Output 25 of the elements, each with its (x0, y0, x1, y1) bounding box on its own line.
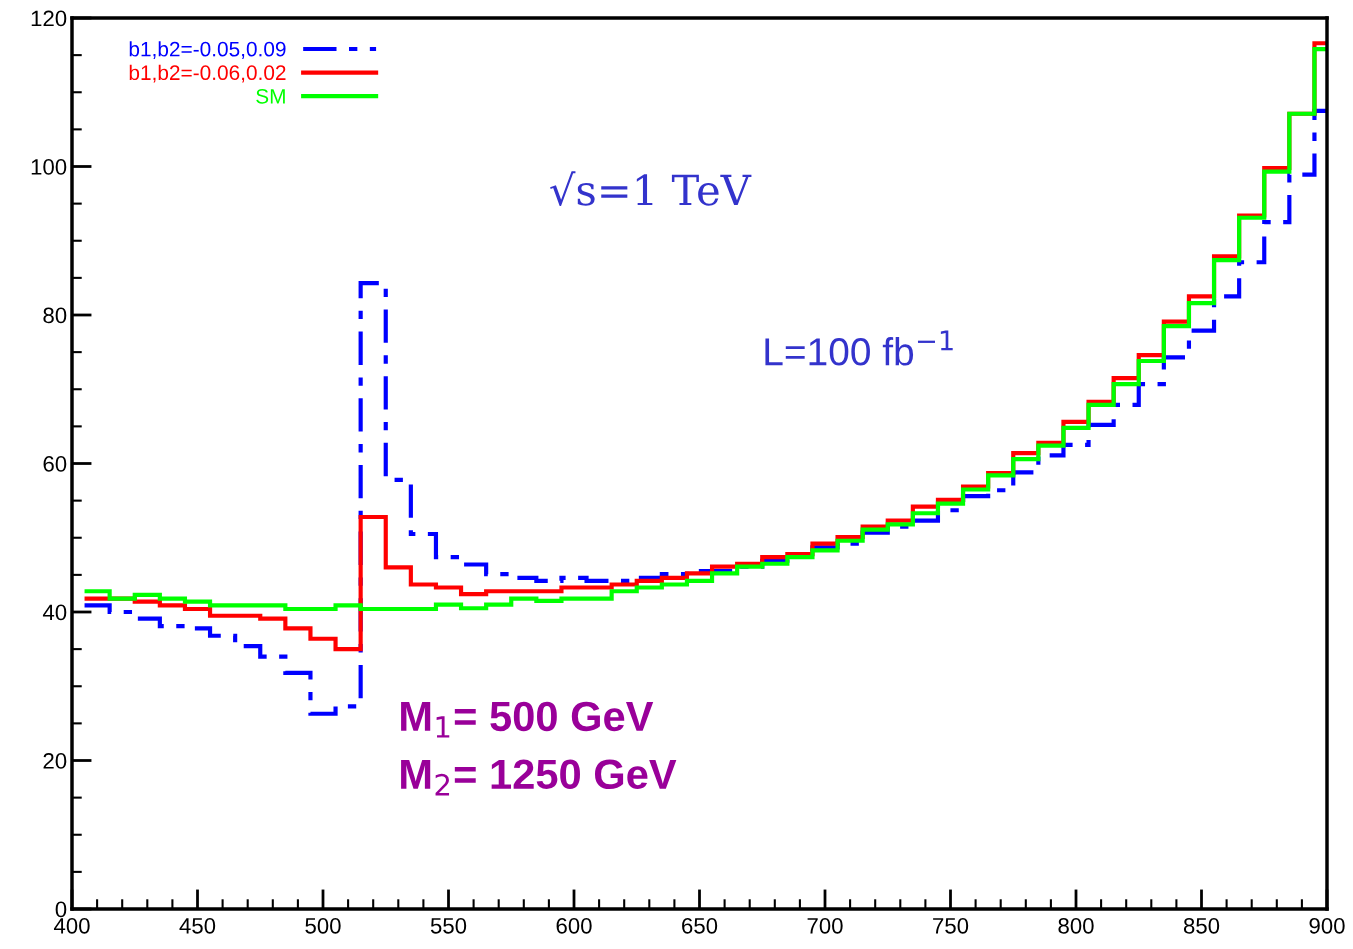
x-tick-label: 700 (807, 917, 843, 934)
annotation: L=100 fb$^{−1}$ (765, 330, 953, 366)
y-tick-label: 120 (31, 10, 67, 27)
y-tick-label: 40 (42, 604, 67, 621)
y-tick-label: 100 (31, 159, 67, 175)
x-tick-label: 450 (179, 917, 216, 934)
x-tick-label: 600 (556, 917, 592, 934)
x-tick-label: 500 (305, 917, 341, 934)
x-tick-label: 900 (1309, 917, 1345, 934)
legend-label: SM (256, 88, 285, 104)
y-tick-label: 20 (43, 753, 67, 769)
x-tick-label: 800 (1058, 917, 1094, 934)
x-tick-label: 850 (1183, 917, 1220, 934)
legend-label: b1,b2=-0.05,0.09 (129, 41, 286, 59)
x-tick-label: 750 (933, 917, 969, 934)
y-tick-label: 80 (43, 307, 67, 324)
y-tick-label: 0 (55, 901, 67, 918)
legend-label: b1,b2=-0.06,0.02 (129, 64, 286, 83)
annotation: M$_{1}$= 500 GeV (401, 701, 654, 738)
x-tick-label: 550 (430, 917, 467, 934)
x-tick-label: 650 (682, 917, 718, 934)
y-tick-label: 60 (43, 456, 67, 472)
annotation: √s=1 TeV (550, 171, 752, 206)
annotation: M$_{2}$= 1250 GeV (401, 759, 677, 796)
x-tick-label: 400 (53, 917, 90, 934)
